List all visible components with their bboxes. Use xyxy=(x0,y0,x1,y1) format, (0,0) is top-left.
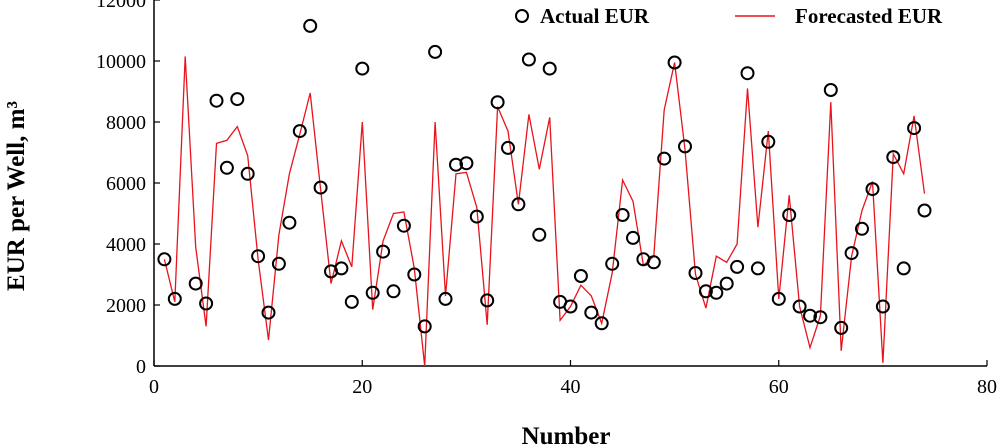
actual-eur-point xyxy=(709,285,724,300)
actual-eur-point xyxy=(771,291,786,306)
actual-eur-point xyxy=(188,276,203,291)
actual-eur-point xyxy=(855,221,869,236)
actual-eur-point xyxy=(490,95,505,110)
actual-eur-point xyxy=(521,52,536,67)
actual-eur-point xyxy=(563,299,578,314)
actual-eur-point xyxy=(501,140,515,155)
actual-eur-point xyxy=(396,218,411,233)
actual-eur-point xyxy=(573,269,588,283)
actual-eur-point xyxy=(730,259,745,274)
actual-eur-point xyxy=(303,18,318,33)
y-tick-label: 12000 xyxy=(96,0,146,12)
actual-eur-point xyxy=(334,261,349,276)
y-axis-title: EUR per Well, m³ xyxy=(3,101,30,291)
actual-eur-points xyxy=(157,18,932,335)
actual-eur-point xyxy=(459,156,474,171)
actual-eur-point xyxy=(896,261,911,276)
actual-eur-point xyxy=(271,256,286,271)
actual-eur-point xyxy=(407,267,422,282)
actual-eur-point xyxy=(480,293,495,308)
actual-eur-point xyxy=(157,252,172,267)
actual-eur-point xyxy=(386,284,401,299)
actual-eur-point xyxy=(917,203,932,218)
actual-eur-point xyxy=(542,61,557,76)
actual-eur-point xyxy=(261,305,276,320)
actual-eur-point xyxy=(219,160,234,175)
actual-eur-point xyxy=(417,319,432,334)
actual-eur-point xyxy=(875,299,890,314)
actual-eur-point xyxy=(761,134,776,149)
actual-eur-point xyxy=(469,209,484,224)
actual-eur-point xyxy=(626,230,640,245)
y-tick-label: 0 xyxy=(136,356,146,378)
actual-eur-point xyxy=(282,215,297,230)
legend-forecast-label: Forecasted EUR xyxy=(795,4,943,28)
forecasted-eur-line xyxy=(163,56,926,367)
actual-eur-point xyxy=(688,266,703,280)
actual-eur-point xyxy=(678,139,692,154)
actual-eur-point xyxy=(209,93,224,108)
x-tick-label: 0 xyxy=(149,376,159,398)
actual-eur-point xyxy=(803,308,817,323)
y-tick-label: 10000 xyxy=(96,51,146,73)
actual-eur-point xyxy=(750,261,765,276)
actual-eur-point xyxy=(844,246,859,261)
actual-eur-point xyxy=(865,182,880,197)
actual-eur-point xyxy=(449,157,463,172)
actual-eur-point xyxy=(615,208,630,222)
actual-eur-point xyxy=(511,197,526,212)
actual-eur-point xyxy=(886,150,901,165)
legend: Actual EUR Forecasted EUR xyxy=(515,4,943,28)
x-tick-label: 20 xyxy=(352,376,372,398)
actual-eur-point xyxy=(230,92,245,107)
actual-eur-point xyxy=(719,276,734,291)
actual-eur-point xyxy=(740,66,755,81)
actual-eur-point xyxy=(782,208,797,222)
x-tick-label: 60 xyxy=(769,376,789,398)
actual-eur-point xyxy=(251,249,266,264)
chart-axes xyxy=(153,0,987,367)
actual-eur-point xyxy=(292,124,307,139)
actual-eur-point xyxy=(438,291,453,306)
x-axis-title: Number xyxy=(522,423,611,448)
x-axis-ticks: 0 20 40 60 80 xyxy=(149,360,997,398)
actual-eur-point xyxy=(657,151,672,166)
actual-eur-point xyxy=(605,256,620,271)
actual-eur-point xyxy=(584,305,599,320)
actual-eur-point xyxy=(199,296,214,311)
legend-actual-label: Actual EUR xyxy=(540,4,650,28)
actual-eur-point xyxy=(907,121,922,136)
x-tick-label: 40 xyxy=(561,376,581,398)
y-tick-label: 8000 xyxy=(106,112,146,134)
actual-eur-point xyxy=(355,61,370,76)
y-axis-ticks: 0 2000 4000 6000 8000 10000 12000 xyxy=(96,0,160,378)
actual-eur-point xyxy=(344,294,359,309)
actual-eur-point xyxy=(823,83,838,97)
actual-eur-point xyxy=(532,227,547,242)
actual-eur-point xyxy=(365,285,380,300)
y-tick-label: 6000 xyxy=(106,173,146,195)
actual-eur-point xyxy=(698,284,713,299)
actual-eur-point xyxy=(792,299,807,314)
actual-eur-point xyxy=(313,180,328,195)
actual-eur-point xyxy=(376,244,391,259)
actual-eur-point xyxy=(167,291,182,306)
legend-actual-marker xyxy=(515,9,529,23)
actual-eur-point xyxy=(428,44,443,59)
y-tick-label: 2000 xyxy=(106,295,146,317)
actual-eur-point xyxy=(813,310,828,325)
actual-eur-point xyxy=(646,255,661,270)
x-tick-label: 80 xyxy=(977,376,997,398)
actual-eur-point xyxy=(240,166,255,181)
actual-eur-point xyxy=(834,320,849,335)
actual-eur-point xyxy=(594,316,609,331)
actual-eur-point xyxy=(667,55,682,70)
y-tick-label: 4000 xyxy=(106,234,146,256)
